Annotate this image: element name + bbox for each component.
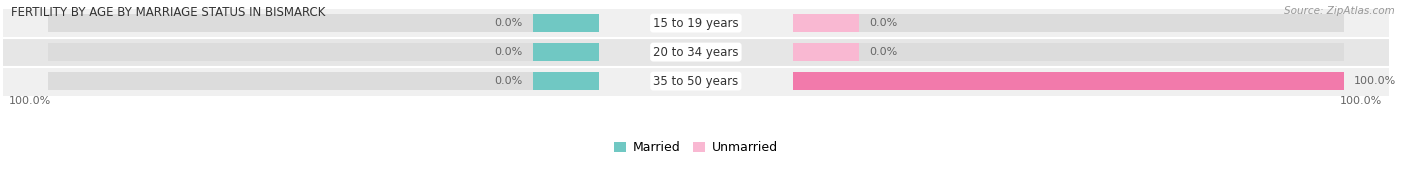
Bar bbox=[533, 14, 599, 32]
Bar bbox=[793, 43, 1344, 61]
Bar bbox=[793, 43, 859, 61]
Legend: Married, Unmarried: Married, Unmarried bbox=[609, 136, 783, 159]
Text: 100.0%: 100.0% bbox=[1354, 76, 1396, 86]
Bar bbox=[48, 43, 599, 61]
Bar bbox=[793, 14, 859, 32]
Text: 100.0%: 100.0% bbox=[1340, 96, 1382, 106]
Bar bbox=[793, 14, 1344, 32]
Text: Source: ZipAtlas.com: Source: ZipAtlas.com bbox=[1284, 6, 1395, 16]
Text: 0.0%: 0.0% bbox=[495, 47, 523, 57]
Text: 0.0%: 0.0% bbox=[869, 18, 897, 28]
Text: 35 to 50 years: 35 to 50 years bbox=[654, 74, 738, 88]
Text: 0.0%: 0.0% bbox=[869, 47, 897, 57]
Text: 0.0%: 0.0% bbox=[495, 18, 523, 28]
Bar bbox=[48, 72, 599, 90]
FancyBboxPatch shape bbox=[3, 9, 1389, 38]
Bar bbox=[793, 72, 1344, 90]
Text: 15 to 19 years: 15 to 19 years bbox=[652, 17, 738, 30]
Bar bbox=[48, 14, 599, 32]
FancyBboxPatch shape bbox=[3, 67, 1389, 96]
Bar bbox=[533, 43, 599, 61]
Text: 20 to 34 years: 20 to 34 years bbox=[654, 46, 738, 59]
FancyBboxPatch shape bbox=[3, 38, 1389, 67]
Text: 100.0%: 100.0% bbox=[10, 96, 52, 106]
Text: FERTILITY BY AGE BY MARRIAGE STATUS IN BISMARCK: FERTILITY BY AGE BY MARRIAGE STATUS IN B… bbox=[11, 6, 326, 19]
Bar bbox=[793, 72, 1344, 90]
Bar bbox=[533, 72, 599, 90]
Text: 0.0%: 0.0% bbox=[495, 76, 523, 86]
